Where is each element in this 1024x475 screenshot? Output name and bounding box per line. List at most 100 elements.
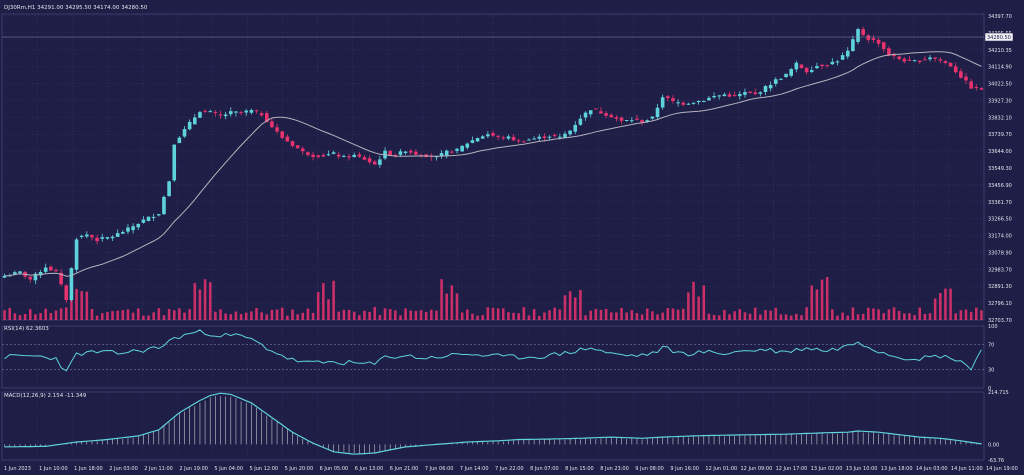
candle-body [352, 154, 356, 158]
candle-body [691, 102, 696, 104]
candle-body [953, 66, 958, 73]
candle-body [331, 152, 336, 154]
time-tick-label: 8 Jun 23:00 [600, 466, 629, 472]
price-tick-label: 32983.70 [988, 267, 1012, 273]
time-tick-label: 1 Jun 2023 [4, 466, 31, 472]
main-header: DJ30Rm,H1 34291.00 34295.50 34174.00 342… [4, 5, 148, 11]
candle-body [465, 143, 470, 148]
candle-body [866, 35, 871, 41]
time-tick-label: 7 Jun 22:00 [495, 466, 524, 472]
candle-body [336, 154, 341, 157]
candle-body [943, 61, 948, 64]
price-tick-label: 33832.10 [988, 115, 1012, 121]
grid [1, 13, 985, 461]
candle-body [835, 61, 840, 63]
candle-body [146, 216, 151, 222]
candle-body [516, 140, 521, 142]
candle-body [511, 136, 516, 141]
candle-body [630, 120, 634, 122]
candle-body [290, 141, 295, 146]
candle-body [131, 226, 135, 231]
candle-body [403, 151, 408, 153]
price-tick-label: 33078.90 [988, 250, 1012, 256]
candle-body [74, 239, 79, 270]
candle-body [254, 110, 259, 112]
time-tick-label: 6 Jun 13:00 [355, 466, 384, 472]
candle-body [311, 154, 315, 158]
candle-body [789, 69, 793, 76]
time-tick-label: 13 Jun 10:00 [846, 466, 878, 472]
candle-body [959, 71, 963, 78]
candle-body [300, 148, 305, 152]
candle-body [234, 111, 238, 113]
candle-body [871, 38, 876, 41]
rsi-line [4, 329, 982, 372]
candle-body [213, 112, 218, 114]
candle-body [321, 154, 326, 157]
time-tick-label: 1 Jun 10:00 [39, 466, 68, 472]
candle-body [912, 60, 917, 62]
candle-body [496, 135, 500, 137]
candle-body [475, 138, 480, 142]
candle-body [187, 121, 192, 130]
rsi-panel [2, 329, 984, 372]
candle-body [259, 113, 264, 116]
price-tick-label: 33456.90 [988, 183, 1012, 189]
candle-body [768, 84, 773, 89]
candle-body [157, 214, 161, 216]
candle-body [779, 78, 783, 80]
price-tick-label: 34022.50 [988, 82, 1012, 88]
candle-body [444, 150, 449, 156]
candle-body [208, 111, 213, 113]
time-tick-label: 13 Jun 02:00 [811, 466, 843, 472]
candle-body [640, 120, 644, 123]
candle-body [727, 94, 732, 97]
candle-body [388, 150, 392, 156]
candle-body [599, 111, 603, 114]
candle-body [414, 151, 418, 155]
candle-body [172, 144, 177, 181]
candle-body [95, 237, 99, 242]
candle-body [624, 120, 629, 122]
candle-body [151, 216, 156, 218]
candle-body [876, 39, 881, 44]
candle-body [794, 62, 799, 70]
candle-body [306, 152, 310, 156]
candle-body [825, 65, 829, 67]
macd-header: MACD(12,26,9) 2.154 -11.349 [4, 393, 87, 399]
candle-body [249, 109, 254, 113]
candle-body [167, 181, 171, 197]
candle-body [28, 276, 33, 280]
candle-body [326, 154, 331, 156]
candle-body [933, 57, 937, 59]
time-tick-label: 9 Jun 16:00 [670, 466, 699, 472]
candle-body [90, 235, 94, 238]
candle-body [182, 129, 187, 137]
candle-body [979, 88, 984, 90]
candle-body [198, 112, 202, 118]
candle-body [568, 130, 572, 135]
candle-body [33, 273, 38, 281]
candle-body [218, 114, 223, 116]
candle-body [316, 155, 320, 158]
candle-body [342, 155, 346, 157]
candle-body [141, 219, 146, 223]
candle-body [470, 140, 475, 143]
macd-tick-label: 0.00 [988, 442, 999, 448]
time-tick-label: 2 Jun 19:00 [179, 466, 208, 472]
time-tick-label: 7 Jun 06:00 [425, 466, 454, 472]
candle-body [244, 110, 249, 113]
candle-body [506, 136, 511, 139]
candle-body [285, 136, 290, 142]
candle-body [964, 76, 968, 81]
candle-body [228, 111, 233, 115]
price-tick-label: 33174.00 [988, 234, 1012, 240]
candle-body [907, 59, 912, 61]
candle-body [799, 64, 804, 69]
candle-body [480, 136, 485, 139]
candle-body [773, 79, 778, 84]
candle-body [558, 136, 562, 138]
time-tick-label: 8 Jun 15:00 [565, 466, 594, 472]
